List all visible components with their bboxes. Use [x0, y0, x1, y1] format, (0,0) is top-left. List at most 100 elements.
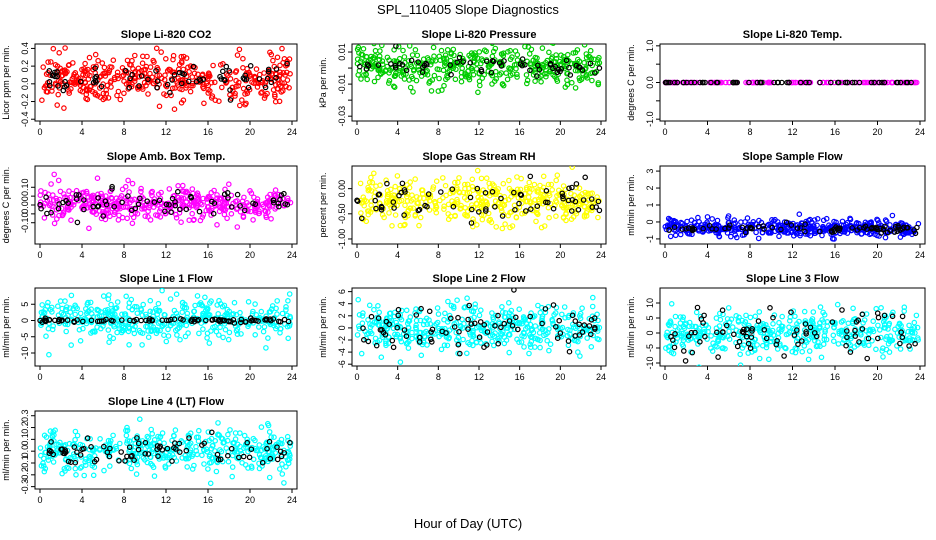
slope-point — [176, 321, 183, 328]
selected-point — [143, 317, 149, 324]
selected-point — [817, 79, 823, 86]
selected-point — [595, 198, 602, 205]
selected-point — [734, 79, 741, 86]
slope-point — [537, 344, 543, 351]
slope-point — [529, 334, 535, 341]
selected-point — [151, 199, 158, 205]
selected-point — [154, 84, 160, 91]
selected-point — [566, 185, 572, 192]
selected-point — [138, 317, 145, 324]
slope-point — [276, 439, 282, 446]
slope-point — [745, 350, 752, 356]
x-tick-label: 24 — [287, 372, 297, 382]
slope-point — [853, 221, 860, 227]
x-tick-label: 16 — [203, 372, 213, 382]
slope-point — [102, 70, 108, 76]
slope-point — [139, 206, 145, 212]
y-tick-label: -0.2 — [20, 94, 30, 110]
panel-title: Slope Line 3 Flow — [746, 273, 839, 285]
slope-point — [114, 299, 121, 305]
slope-point — [151, 327, 158, 333]
slope-point — [212, 323, 218, 330]
selected-point — [692, 329, 698, 336]
panel-4: Slope Amb. Box Temp.degrees C per min.0 4… — [1, 151, 298, 260]
selected-point — [671, 224, 678, 231]
slope-point — [59, 68, 66, 74]
selected-point — [119, 317, 125, 323]
slope-point — [386, 315, 393, 322]
slope-point — [368, 330, 375, 337]
slope-point — [901, 231, 907, 238]
slope-point — [500, 50, 507, 57]
slope-point — [194, 293, 201, 299]
slope-point — [819, 232, 825, 239]
slope-point — [272, 82, 279, 88]
selected-point — [807, 324, 814, 331]
slope-point — [41, 432, 48, 439]
selected-point — [100, 213, 107, 219]
slope-point — [741, 342, 747, 349]
slope-point — [414, 200, 420, 207]
slope-point — [492, 330, 498, 336]
x-tick-label: 12 — [787, 127, 797, 137]
selected-point — [375, 62, 382, 68]
selected-point — [862, 223, 869, 230]
x-tick-label: 16 — [203, 127, 213, 137]
slope-point — [57, 298, 64, 304]
slope-point — [252, 331, 259, 338]
slope-point — [50, 197, 57, 203]
slope-point — [234, 198, 240, 204]
x-tick-label: 0 — [37, 127, 42, 137]
selected-point — [559, 190, 566, 197]
slope-point — [102, 73, 109, 79]
slope-point — [284, 312, 290, 319]
figure-title: SPL_110405 Slope Diagnostics — [377, 2, 559, 17]
slope-point — [731, 217, 738, 223]
y-tick-label: 2 — [337, 313, 347, 318]
slope-point — [169, 85, 176, 92]
slope-point — [395, 44, 402, 50]
slope-point — [457, 206, 464, 212]
slope-point — [585, 60, 592, 67]
slope-point — [863, 229, 870, 236]
slope-point — [546, 214, 552, 221]
slope-point — [284, 457, 291, 463]
selected-point — [171, 72, 178, 78]
selected-point — [72, 459, 79, 466]
slope-point — [530, 72, 537, 78]
slope-point — [276, 466, 283, 472]
slope-point — [835, 341, 842, 347]
selected-point — [897, 79, 904, 86]
slope-point — [184, 310, 191, 317]
slope-point — [163, 55, 169, 62]
selected-point — [58, 317, 65, 324]
selected-point — [108, 317, 115, 324]
slope-point — [286, 85, 292, 91]
selected-point — [475, 209, 482, 215]
selected-point — [81, 206, 87, 213]
slope-point — [147, 308, 154, 315]
y-axis-label: kPa per min. — [318, 57, 328, 108]
slope-point — [902, 337, 909, 344]
slope-point — [448, 302, 455, 309]
selected-point — [111, 203, 118, 210]
selected-point — [489, 57, 496, 64]
slope-point — [831, 236, 837, 242]
slope-point — [476, 312, 483, 319]
slope-point — [58, 205, 65, 212]
slope-point — [714, 343, 720, 350]
selected-point — [186, 78, 192, 85]
selected-point — [273, 75, 279, 81]
slope-point — [196, 301, 203, 308]
slope-point — [461, 181, 468, 188]
slope-point — [522, 44, 528, 50]
slope-point — [583, 54, 590, 61]
slope-point — [410, 89, 416, 95]
slope-point — [118, 193, 125, 199]
slope-point — [436, 75, 442, 82]
slope-point — [696, 325, 703, 332]
slope-point — [213, 468, 220, 475]
slope-point — [122, 311, 129, 317]
slope-point — [492, 68, 499, 75]
selected-point — [783, 219, 790, 226]
